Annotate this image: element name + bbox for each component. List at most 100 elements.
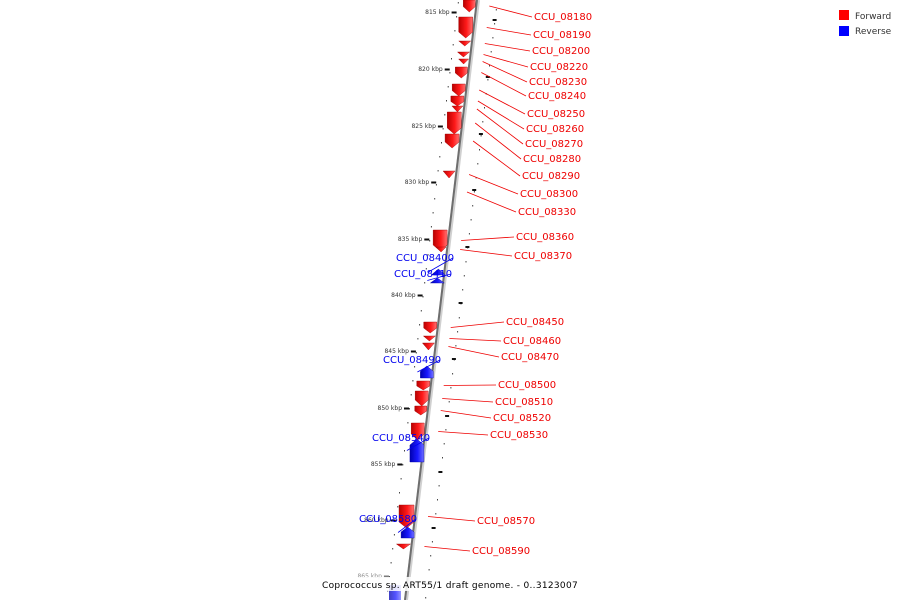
gene-label[interactable]: CCU_08590 (472, 546, 530, 557)
tick-mark (492, 19, 497, 21)
gene-leader-line (427, 516, 476, 522)
gene-leader-line (448, 346, 500, 358)
gene-glyph-reverse[interactable] (430, 268, 446, 276)
tick-label: 865 kbp (357, 573, 382, 580)
gene-leader-line (479, 89, 526, 115)
gene-leader-line (484, 43, 531, 52)
gene-label[interactable]: CCU_08520 (493, 413, 551, 424)
gene-label[interactable]: CCU_08530 (490, 430, 548, 441)
tick-mark (445, 415, 450, 417)
gene-glyph-forward[interactable] (450, 95, 465, 107)
gene-label[interactable]: CCU_08280 (523, 154, 581, 165)
gene-glyph-forward[interactable] (423, 321, 437, 334)
gene-leader-line (477, 100, 525, 130)
tick-label: 845 kbp (384, 348, 409, 355)
gene-leader-line (428, 257, 454, 273)
tick-label: 855 kbp (371, 461, 396, 468)
tick-mark (478, 133, 483, 135)
gene-glyph-forward[interactable] (458, 40, 472, 47)
gene-glyph-forward[interactable] (463, 0, 476, 13)
gene-glyph-forward[interactable] (398, 504, 415, 529)
tick-mark (404, 407, 409, 410)
gene-label[interactable]: CCU_08500 (498, 380, 556, 391)
gene-label[interactable]: CCU_08450 (506, 317, 564, 328)
gene-label[interactable]: CCU_08200 (532, 46, 590, 57)
gene-label[interactable]: CCU_08290 (522, 171, 580, 182)
gene-label[interactable]: CCU_08400 (396, 253, 454, 264)
gene-glyph-forward[interactable] (414, 405, 427, 416)
legend-label-reverse: Reverse (855, 27, 892, 37)
gene-glyph-forward[interactable] (455, 66, 468, 79)
tick-label: 830 kbp (405, 179, 430, 186)
tick-mark (451, 358, 456, 360)
tick-mark (451, 11, 457, 14)
tick-mark (444, 68, 450, 71)
gene-glyph-forward[interactable] (414, 390, 429, 407)
gene-glyph-forward[interactable] (447, 111, 462, 135)
gene-leader-line (406, 437, 430, 451)
gene-label[interactable]: CCU_08510 (495, 397, 553, 408)
gene-label[interactable]: CCU_08260 (526, 124, 584, 135)
gene-glyph-forward[interactable] (421, 342, 435, 351)
gene-leader-line (468, 174, 519, 195)
gene-glyph-forward[interactable] (458, 58, 470, 65)
gene-label[interactable]: CCU_08190 (533, 30, 591, 41)
gene-leader-line (486, 27, 532, 36)
tick-mark (485, 76, 490, 78)
gene-glyph-forward[interactable] (444, 133, 460, 149)
tick-mark (417, 294, 423, 297)
gene-label[interactable]: CCU_08300 (520, 189, 578, 200)
gene-label[interactable]: CCU_08570 (477, 516, 535, 527)
gene-leader-line (417, 359, 441, 373)
gene-glyph-reverse[interactable] (400, 526, 415, 539)
genome-backbone (404, 0, 480, 600)
gene-leader-line (489, 5, 533, 18)
gene-label[interactable]: CCU_08460 (503, 336, 561, 347)
gene-glyph-forward[interactable] (456, 51, 471, 58)
tick-mark (410, 350, 416, 353)
gene-glyph-forward[interactable] (442, 170, 456, 179)
gene-leader-line (440, 410, 492, 419)
gene-label[interactable]: CCU_08270 (525, 139, 583, 150)
gene-glyph-reverse[interactable] (429, 277, 445, 284)
gene-glyph-forward[interactable] (395, 543, 412, 550)
gene-glyph-forward[interactable] (416, 380, 430, 391)
gene-label[interactable]: CCU_08240 (528, 91, 586, 102)
gene-glyph-forward[interactable] (411, 422, 425, 441)
tick-mark (424, 238, 430, 241)
gene-glyph-reverse[interactable] (420, 365, 434, 379)
gene-leader-line (474, 122, 522, 160)
legend-label-forward: Forward (855, 12, 891, 22)
tick-mark (472, 189, 477, 191)
gene-glyph-forward[interactable] (451, 105, 464, 113)
tick-mark (458, 302, 463, 304)
tick-mark (383, 575, 389, 578)
gene-leader-line (481, 72, 527, 97)
gene-label[interactable]: CCU_08330 (518, 207, 576, 218)
gene-label[interactable]: CCU_08230 (529, 77, 587, 88)
gene-label[interactable]: CCU_08540 (372, 433, 430, 444)
gene-glyph-forward[interactable] (435, 246, 447, 253)
gene-leader-line (449, 338, 502, 342)
tick-mark (431, 527, 436, 529)
gene-label[interactable]: CCU_08490 (383, 355, 441, 366)
gene-label[interactable]: CCU_08580 (359, 514, 417, 525)
gene-glyph-reverse[interactable] (409, 438, 425, 463)
gene-glyph-forward[interactable] (458, 16, 473, 39)
gene-label[interactable]: CCU_08180 (534, 12, 592, 23)
gene-label[interactable]: CCU_08360 (516, 232, 574, 243)
gene-label[interactable]: CCU_08370 (514, 251, 572, 262)
tick-mark (437, 125, 443, 128)
gene-label[interactable]: CCU_08470 (501, 352, 559, 363)
gene-label[interactable]: CCU_08250 (527, 109, 585, 120)
gene-leader-line (476, 108, 524, 145)
tick-label: 860 kbp (364, 517, 389, 524)
legend-swatch-reverse (839, 26, 849, 36)
gene-leader-line (460, 249, 513, 257)
gene-label[interactable]: CCU_08220 (530, 62, 588, 73)
gene-glyph-forward[interactable] (452, 83, 466, 97)
tick-mark (438, 471, 443, 473)
gene-label[interactable]: CCU_08410 (394, 269, 452, 280)
gene-glyph-forward[interactable] (422, 335, 436, 342)
